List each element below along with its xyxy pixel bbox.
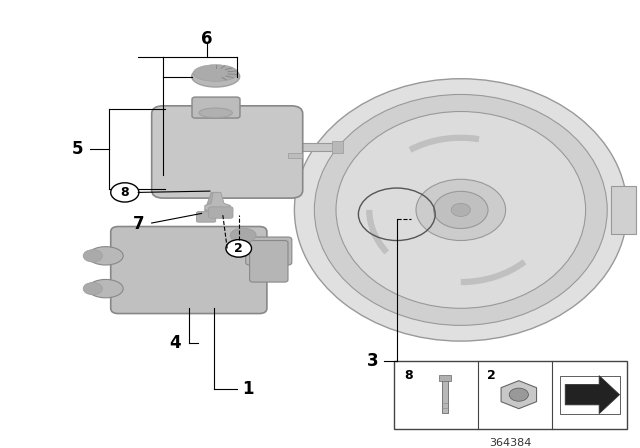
FancyBboxPatch shape	[246, 237, 292, 265]
Text: 8: 8	[404, 369, 412, 382]
FancyBboxPatch shape	[250, 241, 288, 282]
Polygon shape	[560, 376, 620, 414]
Ellipse shape	[230, 228, 256, 242]
Text: 8: 8	[120, 186, 129, 199]
Polygon shape	[501, 381, 536, 409]
Text: 3: 3	[367, 352, 379, 370]
FancyBboxPatch shape	[196, 211, 216, 222]
Ellipse shape	[416, 179, 506, 241]
FancyBboxPatch shape	[332, 141, 343, 153]
FancyBboxPatch shape	[439, 375, 451, 381]
FancyBboxPatch shape	[192, 97, 240, 118]
Text: 7: 7	[133, 215, 145, 233]
FancyBboxPatch shape	[300, 143, 335, 151]
Ellipse shape	[314, 95, 607, 325]
Text: 6: 6	[201, 30, 212, 48]
Ellipse shape	[83, 250, 102, 262]
FancyBboxPatch shape	[111, 227, 267, 314]
FancyBboxPatch shape	[288, 153, 302, 158]
Ellipse shape	[336, 112, 586, 308]
Text: 5: 5	[72, 140, 83, 158]
Text: 2: 2	[486, 369, 495, 382]
Polygon shape	[204, 193, 218, 214]
Text: 4: 4	[170, 334, 181, 352]
Text: 1: 1	[242, 380, 253, 398]
Text: 2: 2	[234, 242, 243, 255]
Polygon shape	[565, 376, 620, 414]
Ellipse shape	[88, 247, 124, 265]
Text: 364384: 364384	[489, 438, 532, 448]
Polygon shape	[205, 193, 230, 210]
Ellipse shape	[434, 191, 488, 228]
Ellipse shape	[294, 79, 627, 341]
Ellipse shape	[192, 66, 240, 87]
FancyBboxPatch shape	[152, 106, 303, 198]
Ellipse shape	[88, 280, 124, 298]
Circle shape	[509, 388, 529, 401]
Ellipse shape	[199, 108, 232, 118]
Polygon shape	[611, 186, 636, 234]
Ellipse shape	[451, 203, 470, 216]
FancyBboxPatch shape	[442, 376, 448, 413]
Ellipse shape	[193, 65, 238, 82]
Circle shape	[226, 240, 252, 257]
Circle shape	[111, 183, 139, 202]
FancyBboxPatch shape	[209, 207, 233, 218]
Ellipse shape	[83, 283, 102, 295]
FancyBboxPatch shape	[394, 361, 627, 429]
